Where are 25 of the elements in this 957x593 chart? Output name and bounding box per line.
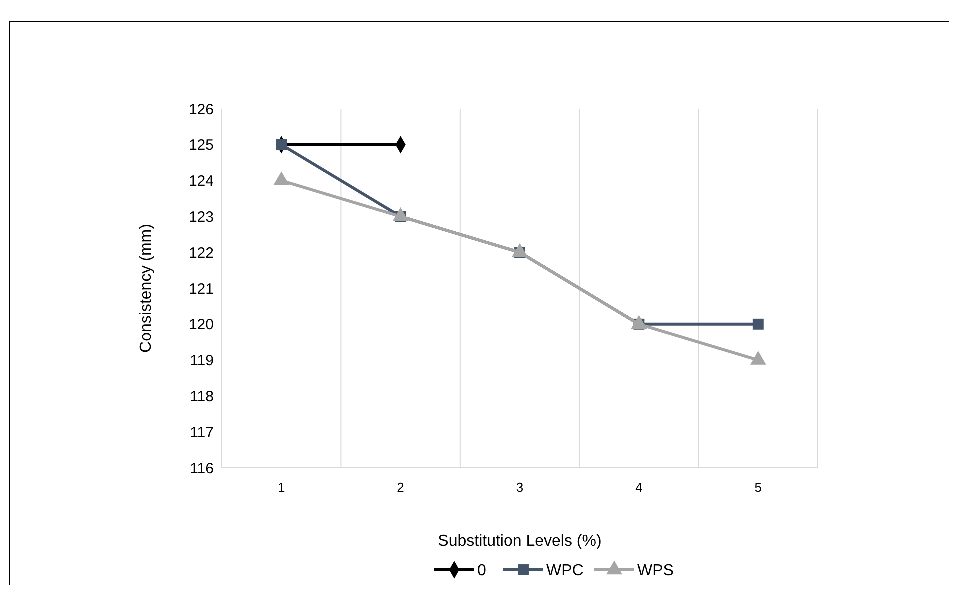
- y-tick-label: 122: [188, 244, 214, 262]
- legend-label: 0: [478, 562, 486, 580]
- y-tick-label: 126: [188, 101, 214, 118]
- legend-label: WPS: [638, 562, 674, 580]
- y-tick-label: 118: [190, 388, 214, 406]
- y-tick-label: 116: [190, 460, 214, 478]
- y-tick-label: 121: [188, 280, 214, 298]
- point: [512, 243, 528, 258]
- x-tick-label: 2: [397, 480, 404, 495]
- y-tick-label: 119: [190, 352, 214, 370]
- point: [631, 315, 648, 329]
- y-tick-label: 117: [190, 424, 214, 442]
- legend-label: WPC: [546, 562, 584, 580]
- x-tick-label: 5: [754, 480, 762, 495]
- x-tick-label: 4: [636, 480, 643, 495]
- x-tick-label: 3: [516, 480, 524, 495]
- y-tick-label: 125: [188, 137, 214, 154]
- y-axis-title: Consistency (mm): [138, 224, 155, 353]
- point: [392, 208, 409, 222]
- y-tick-label: 120: [188, 316, 214, 334]
- y-tick-label: 123: [188, 208, 214, 226]
- point: [750, 351, 766, 365]
- x-tick-label: 1: [278, 480, 286, 495]
- x-axis-title: Substitution Levels (%): [438, 533, 602, 550]
- y-tick-label: 124: [188, 173, 214, 190]
